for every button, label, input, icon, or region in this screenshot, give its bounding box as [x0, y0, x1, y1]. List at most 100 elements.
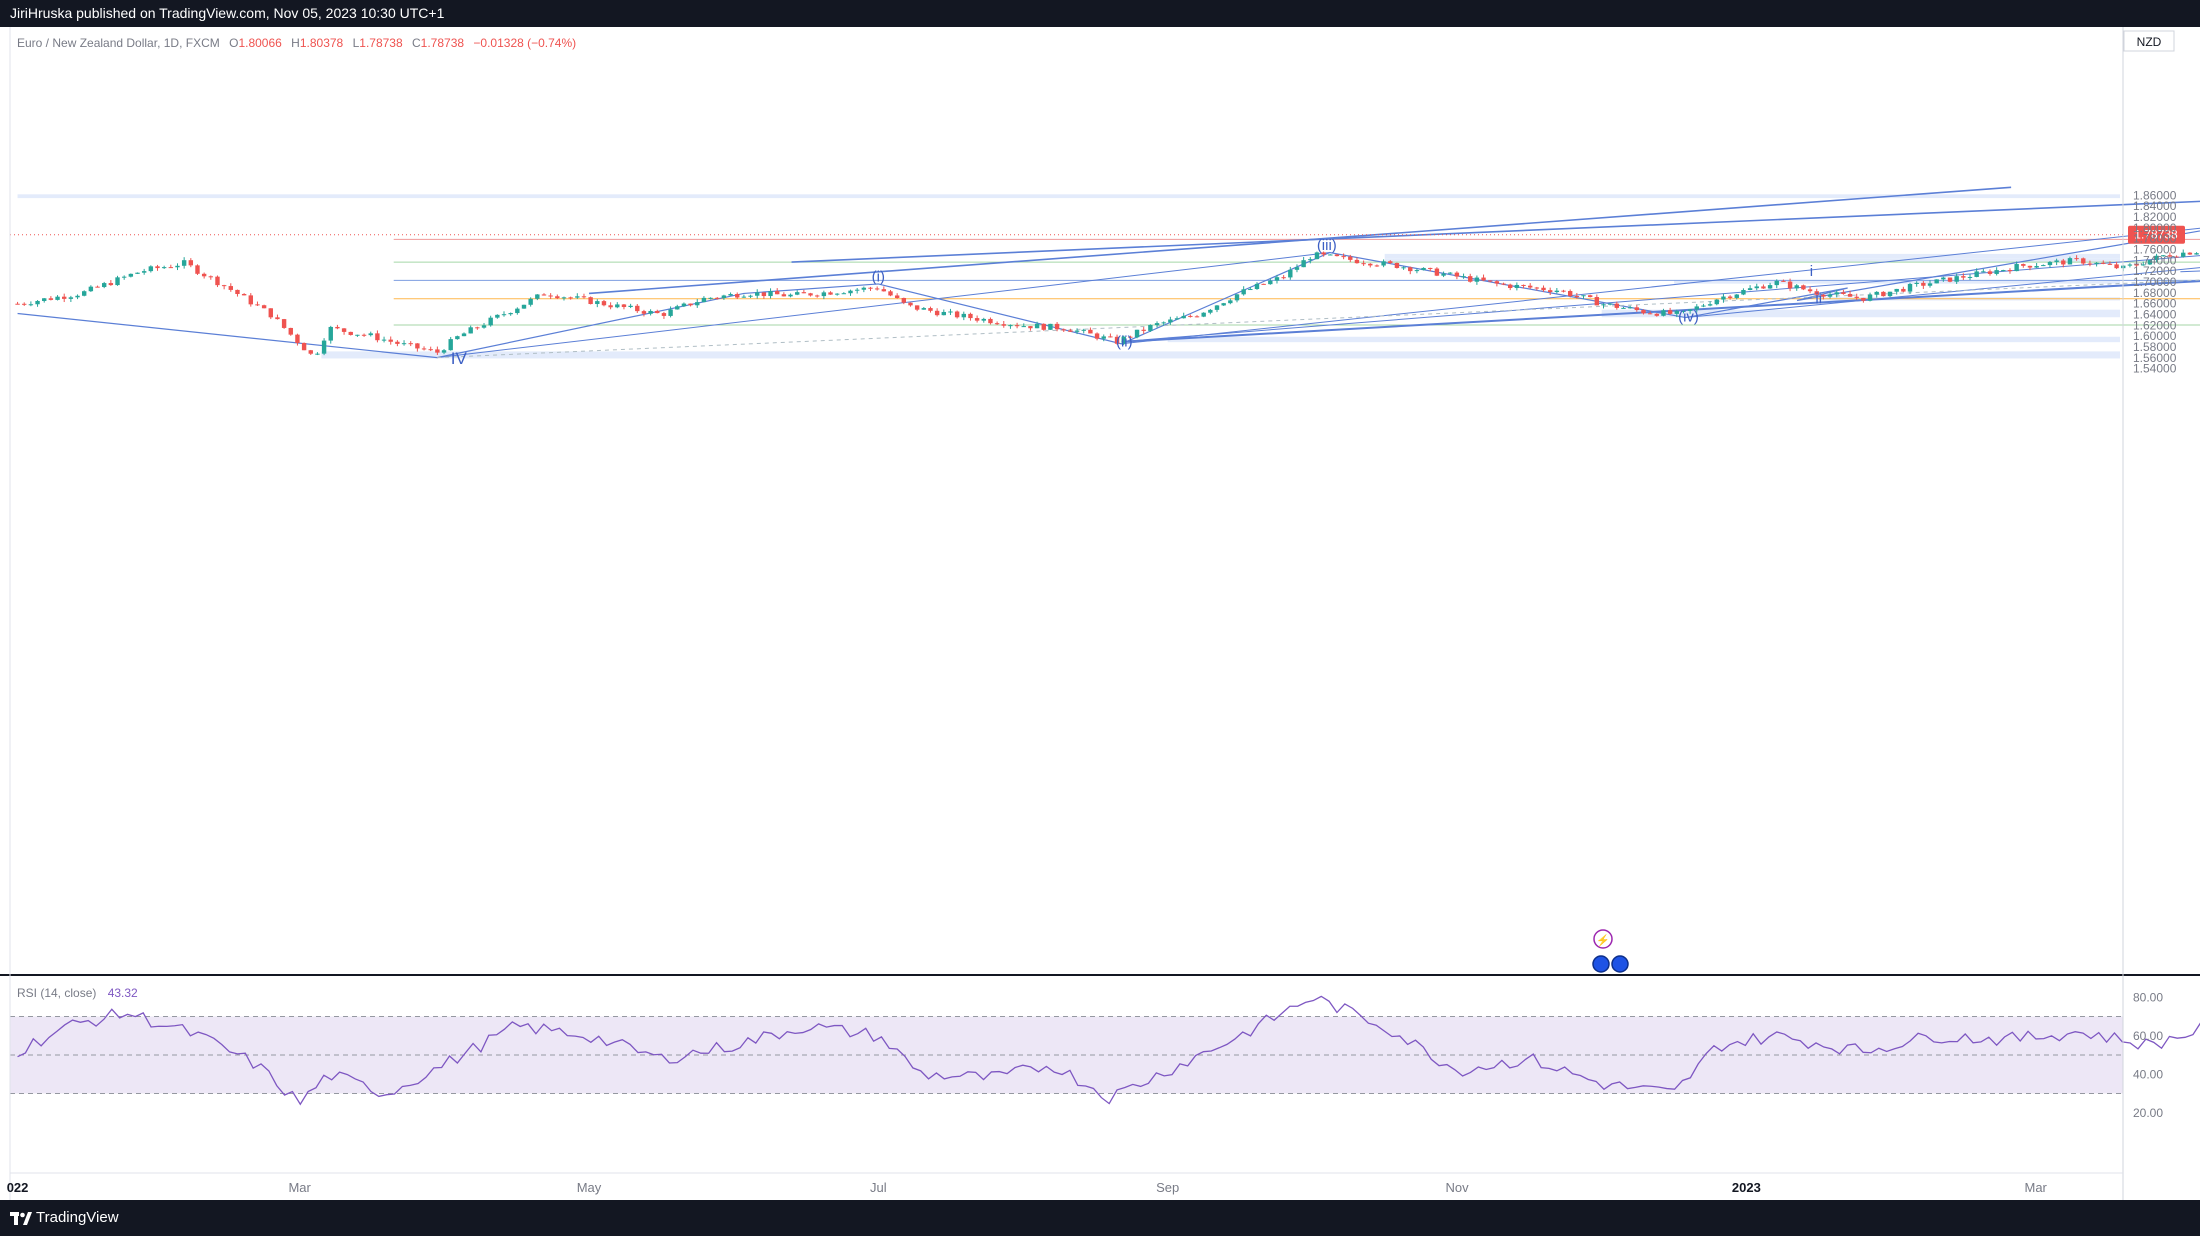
candle-body — [255, 304, 260, 306]
candle-body — [994, 323, 1000, 325]
candle-body — [988, 318, 993, 324]
wave-label: (i) — [872, 269, 885, 286]
candle-body — [821, 292, 827, 297]
candle-body — [588, 297, 593, 305]
candle-body — [1201, 312, 1206, 317]
candle-body — [1534, 287, 1540, 289]
candle-body — [521, 304, 527, 309]
candle-body — [1274, 277, 1280, 281]
events-icons[interactable]: ⚡ — [1592, 929, 1629, 973]
candle-body — [914, 305, 920, 310]
candle-body — [1388, 261, 1393, 263]
candle-body — [1374, 265, 1380, 267]
candle-body — [681, 303, 687, 307]
symbol-legend[interactable]: Euro / New Zealand Dollar, 1D, FXCM O1.8… — [17, 36, 576, 50]
candle-body — [848, 290, 853, 294]
candle-body — [2187, 252, 2193, 255]
candle-body — [728, 294, 733, 296]
candle-body — [1661, 310, 1666, 316]
time-tick-label: 2023 — [1732, 1180, 1761, 1195]
time-axis[interactable]: 022MarMayJulSepNov2023MarMayJulSepNov202… — [7, 1180, 2200, 1195]
candle-body — [341, 328, 347, 332]
candle-body — [295, 334, 300, 343]
rsi-axis[interactable]: 80.00 60.00 40.00 20.00 — [2133, 990, 2163, 1120]
candle-body — [1621, 307, 1626, 309]
candle-body — [921, 308, 927, 310]
candle-body — [748, 295, 753, 297]
wave-label: (iv) — [1678, 309, 1699, 326]
candle-body — [708, 297, 713, 299]
candle-body — [688, 303, 693, 306]
candle-body — [475, 327, 480, 329]
candle-body — [1181, 315, 1186, 319]
candle-body — [1348, 256, 1353, 260]
candle-body — [108, 283, 114, 286]
candle-body — [2174, 256, 2179, 258]
candle-body — [1594, 297, 1600, 306]
candle-body — [1454, 272, 1460, 277]
candle-body — [934, 310, 940, 316]
candle-body — [568, 297, 573, 299]
price-tick-label: 1.62000 — [2133, 318, 2177, 332]
rsi-legend[interactable]: RSI (14, close) 43.32 — [17, 986, 138, 1000]
candle-body — [1174, 318, 1180, 320]
time-tick-label: Nov — [1445, 1180, 1469, 1195]
candle-body — [768, 291, 773, 297]
wave-trendline — [437, 252, 1330, 359]
candle-body — [1154, 323, 1160, 325]
lightning-icon[interactable] — [1593, 929, 1613, 949]
candle-body — [1561, 290, 1566, 292]
candle-body — [1101, 336, 1106, 339]
candle-body — [894, 295, 900, 298]
candle-body — [814, 295, 820, 297]
candle-body — [1408, 267, 1413, 272]
price-tick-label: 1.58000 — [2133, 340, 2177, 354]
candle-body — [221, 285, 227, 287]
candle-body — [1854, 296, 1859, 298]
candle-body — [2181, 252, 2186, 257]
candle-body — [121, 276, 127, 278]
candle-body — [541, 294, 547, 296]
candle-body — [1121, 336, 1126, 344]
last-price-tag-label: 1.78738 — [2134, 228, 2178, 242]
candle-body — [361, 334, 367, 336]
candle-body — [1781, 280, 1786, 282]
candle-body — [1148, 324, 1153, 331]
candle-body — [1028, 326, 1033, 329]
candle-body — [2041, 265, 2046, 267]
candle-body — [1667, 310, 1673, 314]
earnings-icon[interactable] — [1592, 955, 1610, 973]
candle-body — [1208, 309, 1213, 313]
candle-body — [1068, 330, 1073, 332]
candle-body — [968, 313, 973, 319]
support-resistance-zone — [1384, 253, 2120, 259]
candle-body — [1647, 313, 1653, 315]
candle-body — [1401, 267, 1406, 269]
candle-body — [481, 325, 487, 328]
candle-body — [948, 311, 953, 313]
candle-body — [1887, 291, 1893, 297]
candle-body — [1321, 252, 1326, 255]
candle-body — [2134, 264, 2139, 266]
candle-body — [1807, 289, 1813, 292]
candle-body — [561, 297, 567, 299]
candle-body — [615, 304, 620, 308]
candle-body — [1294, 267, 1300, 270]
price-axis[interactable]: 1.860001.840001.820001.800001.780001.760… — [2133, 188, 2177, 375]
candle-body — [1727, 296, 1733, 298]
candle-body — [268, 308, 273, 318]
candle-body — [101, 283, 107, 288]
candle-body — [1054, 323, 1060, 330]
candle-body — [1221, 303, 1226, 306]
rsi-tick-label: 80.00 — [2133, 990, 2163, 1004]
candle-body — [941, 311, 947, 316]
price-tick-label: 1.70000 — [2133, 275, 2177, 289]
candle-body — [2141, 264, 2146, 266]
candle-body — [2081, 258, 2086, 264]
dividend-icon[interactable] — [1611, 955, 1629, 973]
currency-box[interactable] — [2123, 30, 2175, 52]
chart-canvas[interactable]: 0.236 (1.77883)0.382 (1.73689)0.5 (1.703… — [0, 27, 2200, 1200]
candle-body — [1761, 286, 1766, 289]
candle-body — [1794, 285, 1799, 289]
rsi-legend-line: RSI (14, close) 43.32 — [17, 986, 138, 1000]
